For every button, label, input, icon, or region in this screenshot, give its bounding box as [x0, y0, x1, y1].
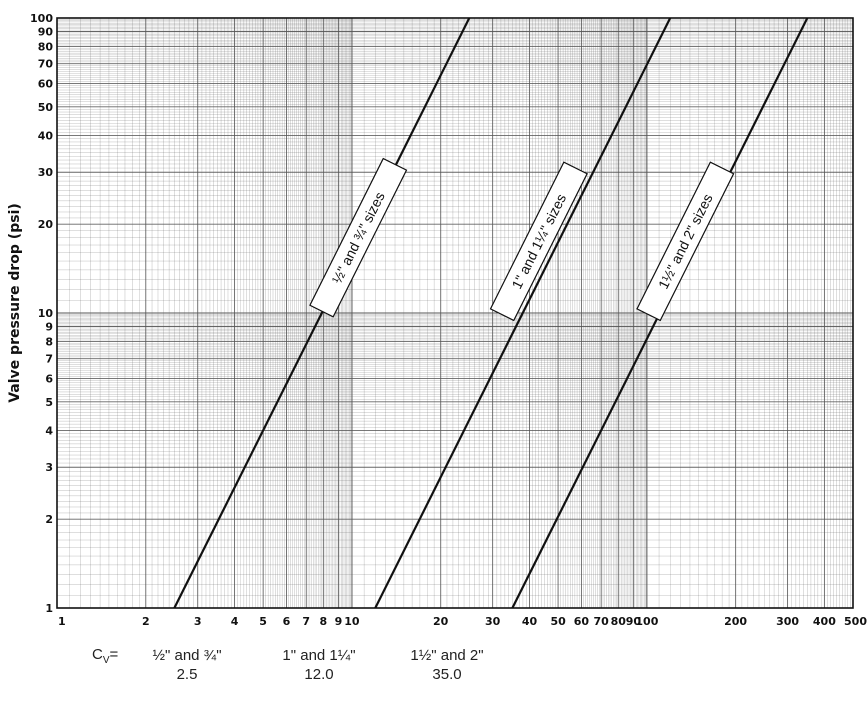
y-tick-label: 30	[38, 166, 54, 179]
y-tick-label: 5	[45, 396, 53, 409]
y-axis-title: Valve pressure drop (psi)	[7, 203, 23, 403]
y-tick-label: 50	[38, 101, 54, 114]
x-tick-label: 2	[142, 615, 150, 628]
cv-column-one-one-quarter: 1" and 1¼" 12.0	[264, 646, 374, 684]
cv-column-half-three-quarter: ½" and ¾" 2.5	[132, 646, 242, 684]
x-tick-label: 7	[302, 615, 310, 628]
grid-layer	[56, 17, 854, 609]
cv-value: 12.0	[304, 666, 334, 683]
y-tick-label: 7	[45, 353, 53, 366]
y-tick-label: 4	[45, 424, 53, 437]
x-tick-label: 100	[635, 615, 658, 628]
x-tick-label: 90	[626, 615, 642, 628]
x-tick-label: 20	[433, 615, 449, 628]
valve-pressure-drop-chart: 1 2 3 4 5 6 7 8 9 10 20 30 40 50 60 70 80 90 100 200 300 400 5…	[7, 12, 867, 628]
y-tick-label: 40	[38, 129, 54, 142]
x-tick-label: 70	[594, 615, 610, 628]
cv-column-one-half-two: 1½" and 2" 35.0	[392, 646, 502, 684]
x-tick-label: 200	[724, 615, 747, 628]
series-label-box	[636, 161, 735, 322]
y-tick-label: 8	[45, 336, 53, 349]
x-tick-label: 1	[58, 615, 66, 628]
y-tick-label: 2	[45, 513, 53, 526]
cv-size-label: ½" and ¾"	[152, 647, 222, 664]
series-label-box	[309, 157, 408, 318]
cv-symbol-letter: C	[92, 646, 103, 663]
y-tick-label: 60	[38, 77, 54, 90]
y-tick-label: 6	[45, 372, 53, 385]
y-tick-label: 9	[45, 321, 53, 334]
cv-size-label: 1" and 1¼"	[282, 647, 356, 664]
x-tick-label: 40	[522, 615, 538, 628]
x-tick-label: 80	[611, 615, 627, 628]
series-label-box	[489, 161, 588, 322]
x-tick-label: 5	[259, 615, 267, 628]
x-tick-label: 300	[776, 615, 799, 628]
x-tick-label: 400	[813, 615, 836, 628]
plot-frame	[56, 17, 854, 609]
series-line-2	[374, 17, 672, 609]
x-tick-label: 10	[344, 615, 360, 628]
y-tick-label: 1	[45, 602, 53, 615]
x-tick-label: 500	[844, 615, 867, 628]
y-tick-label: 70	[38, 58, 54, 71]
x-tick-label: 9	[335, 615, 343, 628]
y-tick-label: 80	[38, 41, 54, 54]
x-tick-label: 50	[550, 615, 566, 628]
x-tick-label: 6	[283, 615, 291, 628]
cv-symbol-equals: =	[109, 646, 119, 663]
y-tick-label: 90	[38, 26, 54, 39]
x-tick-label: 8	[319, 615, 327, 628]
cv-value: 2.5	[176, 666, 198, 683]
cv-symbol: CV=	[92, 646, 118, 666]
cv-value: 35.0	[432, 666, 462, 683]
y-tick-label: 3	[45, 461, 53, 474]
y-tick-label: 10	[38, 307, 54, 320]
x-tick-label: 60	[574, 615, 590, 628]
cv-symbol-sub: V	[102, 655, 110, 666]
y-tick-label: 100	[30, 12, 53, 25]
cv-size-label: 1½" and 2"	[410, 647, 484, 664]
x-tick-label: 4	[231, 615, 239, 628]
y-tick-label: 20	[38, 218, 54, 231]
x-tick-label: 3	[194, 615, 202, 628]
x-tick-label: 30	[485, 615, 501, 628]
